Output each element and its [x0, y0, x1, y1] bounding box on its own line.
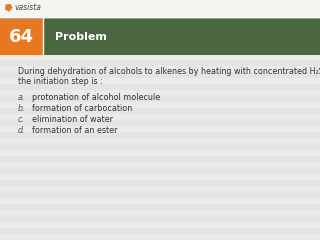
Text: c.: c. — [18, 115, 25, 124]
FancyBboxPatch shape — [0, 228, 320, 234]
FancyBboxPatch shape — [0, 234, 320, 240]
FancyBboxPatch shape — [0, 66, 320, 72]
FancyBboxPatch shape — [0, 174, 320, 180]
FancyBboxPatch shape — [0, 132, 320, 138]
Text: the initiation step is :: the initiation step is : — [18, 77, 103, 86]
FancyBboxPatch shape — [0, 114, 320, 120]
FancyBboxPatch shape — [0, 210, 320, 216]
Text: formation of an ester: formation of an ester — [32, 126, 117, 135]
FancyBboxPatch shape — [0, 108, 320, 114]
Text: d.: d. — [18, 126, 26, 135]
Text: elimination of water: elimination of water — [32, 115, 113, 124]
FancyBboxPatch shape — [0, 138, 320, 144]
FancyBboxPatch shape — [43, 18, 320, 55]
FancyBboxPatch shape — [0, 216, 320, 222]
FancyBboxPatch shape — [0, 90, 320, 96]
FancyBboxPatch shape — [0, 54, 320, 60]
Text: protonation of alcohol molecule: protonation of alcohol molecule — [32, 93, 160, 102]
FancyBboxPatch shape — [0, 156, 320, 162]
FancyBboxPatch shape — [0, 72, 320, 78]
FancyBboxPatch shape — [0, 18, 43, 55]
FancyBboxPatch shape — [0, 168, 320, 174]
FancyBboxPatch shape — [0, 126, 320, 132]
FancyBboxPatch shape — [0, 180, 320, 186]
FancyBboxPatch shape — [0, 78, 320, 84]
FancyBboxPatch shape — [0, 96, 320, 102]
FancyBboxPatch shape — [0, 150, 320, 156]
FancyBboxPatch shape — [0, 84, 320, 90]
Text: b.: b. — [18, 104, 26, 113]
FancyBboxPatch shape — [0, 204, 320, 210]
Text: vasista: vasista — [14, 2, 41, 12]
FancyBboxPatch shape — [0, 60, 320, 66]
Text: Problem: Problem — [55, 31, 107, 42]
FancyBboxPatch shape — [0, 0, 320, 18]
Text: a.: a. — [18, 93, 25, 102]
Text: During dehydration of alcohols to alkenes by heating with concentrated H₂SO₄: During dehydration of alcohols to alkene… — [18, 67, 320, 76]
FancyBboxPatch shape — [0, 144, 320, 150]
Text: 64: 64 — [9, 28, 34, 46]
FancyBboxPatch shape — [0, 186, 320, 192]
Text: formation of carbocation: formation of carbocation — [32, 104, 132, 113]
FancyBboxPatch shape — [0, 120, 320, 126]
FancyBboxPatch shape — [0, 162, 320, 168]
FancyBboxPatch shape — [0, 102, 320, 108]
FancyBboxPatch shape — [0, 222, 320, 228]
FancyBboxPatch shape — [0, 198, 320, 204]
FancyBboxPatch shape — [0, 192, 320, 198]
